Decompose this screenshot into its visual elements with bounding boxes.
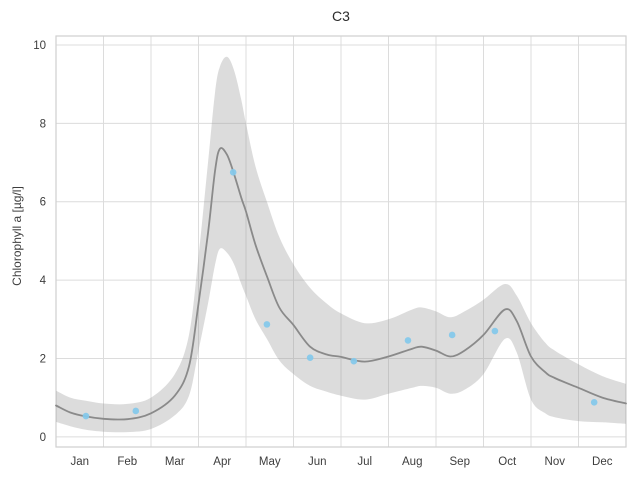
trend-line xyxy=(55,147,627,421)
x-tick-label: Mar xyxy=(165,456,185,468)
x-tick-label: Aug xyxy=(402,456,422,468)
x-tick-label: May xyxy=(259,456,281,468)
x-tick-label: Jan xyxy=(70,456,89,468)
x-tick-label: Dec xyxy=(592,456,613,468)
data-point xyxy=(263,321,271,328)
data-point xyxy=(590,399,598,406)
x-tick-label: Sep xyxy=(450,456,470,468)
y-tick-label: 2 xyxy=(40,353,46,365)
x-tick-label: Apr xyxy=(213,456,231,468)
y-tick-label: 6 xyxy=(40,197,46,209)
x-tick-label: Feb xyxy=(117,456,137,468)
data-point xyxy=(491,327,499,335)
y-tick-label: 0 xyxy=(40,432,46,444)
data-point xyxy=(306,354,314,361)
data-point xyxy=(82,412,90,420)
confidence-band xyxy=(56,56,626,433)
data-point xyxy=(132,407,140,415)
x-tick-label: Jun xyxy=(308,456,327,468)
data-point xyxy=(229,169,237,176)
x-tick-label: Oct xyxy=(498,456,517,468)
chart-title: C3 xyxy=(332,8,350,24)
axes-frame xyxy=(55,35,627,448)
data-point xyxy=(350,357,358,365)
y-axis-label: Chlorophyll a [µg/l] xyxy=(10,186,24,286)
x-tick-label: Nov xyxy=(545,456,566,468)
y-tick-label: 8 xyxy=(40,118,46,130)
x-tick-label: Jul xyxy=(357,456,372,468)
y-tick-label: 4 xyxy=(40,275,47,287)
data-point xyxy=(448,331,456,339)
data-point xyxy=(404,337,412,344)
y-tick-label: 10 xyxy=(33,40,46,52)
